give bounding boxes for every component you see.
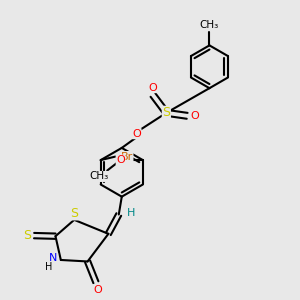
Text: O: O bbox=[93, 285, 102, 295]
Text: CH₃: CH₃ bbox=[89, 172, 109, 182]
Text: CH₃: CH₃ bbox=[200, 20, 219, 30]
Text: O: O bbox=[116, 155, 125, 165]
Text: Br: Br bbox=[121, 152, 133, 161]
Text: S: S bbox=[162, 106, 170, 119]
Text: S: S bbox=[23, 229, 32, 242]
Text: O: O bbox=[148, 82, 157, 93]
Text: O: O bbox=[190, 111, 199, 121]
Text: O: O bbox=[132, 129, 141, 139]
Text: S: S bbox=[70, 207, 78, 220]
Text: H: H bbox=[45, 262, 52, 272]
Text: H: H bbox=[127, 208, 136, 218]
Text: N: N bbox=[49, 254, 58, 263]
